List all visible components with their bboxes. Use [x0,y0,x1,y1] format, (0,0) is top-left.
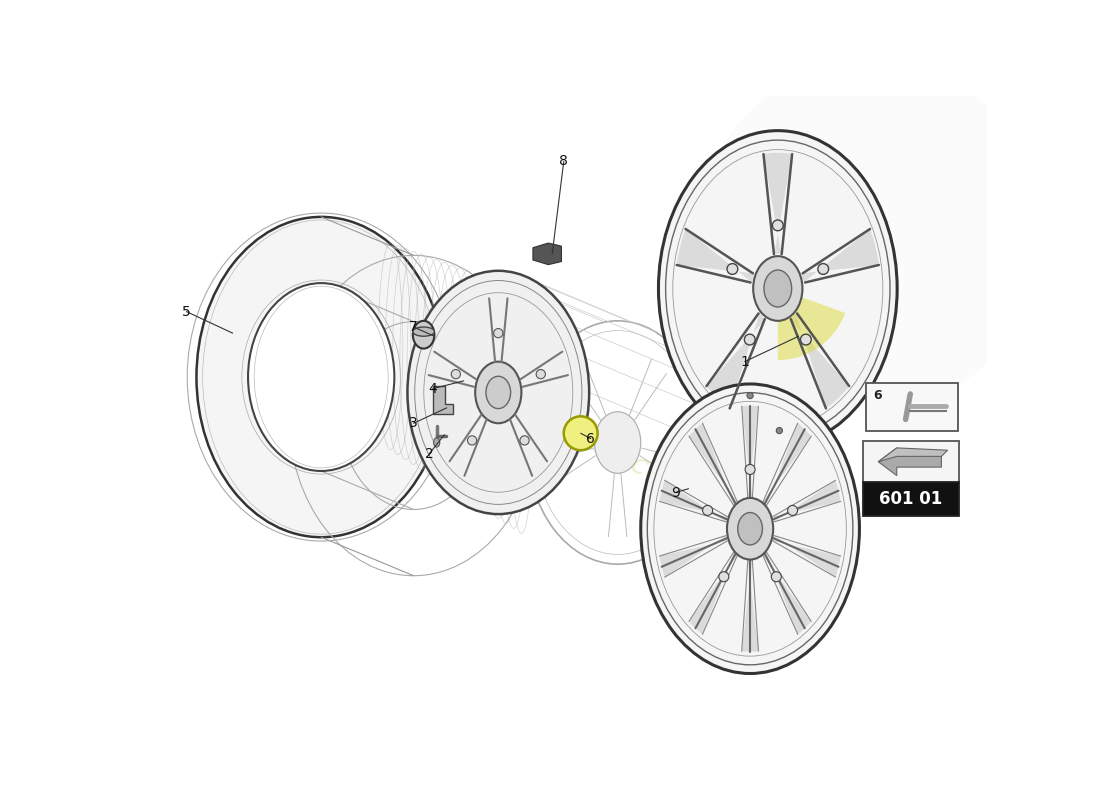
Ellipse shape [763,270,792,307]
Polygon shape [741,406,758,498]
Circle shape [703,506,713,515]
Ellipse shape [412,327,434,336]
Ellipse shape [197,217,446,538]
Ellipse shape [698,62,1045,408]
Text: 9: 9 [671,486,680,499]
Circle shape [771,572,781,582]
Ellipse shape [475,362,521,423]
Circle shape [520,436,529,445]
Ellipse shape [640,384,859,674]
Text: 3: 3 [409,416,418,430]
Text: 5: 5 [183,305,190,318]
Polygon shape [772,480,840,522]
Polygon shape [763,153,792,254]
Polygon shape [676,229,755,282]
Circle shape [468,436,476,445]
Text: a passion for parts since 1985: a passion for parts since 1985 [339,303,742,528]
Ellipse shape [754,256,802,321]
Polygon shape [689,423,737,506]
Circle shape [777,427,782,434]
Circle shape [451,370,461,378]
Text: 2: 2 [425,447,433,461]
Polygon shape [660,480,727,522]
Circle shape [727,263,738,274]
Text: 6: 6 [586,432,595,446]
Circle shape [536,370,546,378]
FancyBboxPatch shape [862,482,959,516]
Polygon shape [878,448,942,476]
Polygon shape [432,386,453,414]
Polygon shape [790,314,849,408]
Circle shape [494,329,503,338]
Polygon shape [534,243,561,265]
Polygon shape [762,552,812,634]
Polygon shape [878,448,947,462]
Text: 6: 6 [873,390,882,402]
Circle shape [772,220,783,230]
Text: 601 01: 601 01 [879,490,943,508]
Ellipse shape [595,412,641,474]
Text: 1: 1 [740,354,749,369]
Polygon shape [762,423,812,506]
Ellipse shape [433,438,440,447]
Circle shape [718,572,729,582]
Ellipse shape [412,321,434,349]
Circle shape [745,465,755,474]
Circle shape [817,263,828,274]
Polygon shape [741,559,758,652]
Polygon shape [689,552,737,634]
Ellipse shape [659,130,898,446]
Polygon shape [801,229,879,282]
Circle shape [745,334,755,345]
Ellipse shape [407,270,590,514]
Wedge shape [778,298,845,360]
Ellipse shape [727,498,773,559]
Ellipse shape [249,283,395,471]
FancyBboxPatch shape [862,441,959,483]
Polygon shape [706,314,766,408]
Circle shape [747,393,754,398]
Ellipse shape [738,513,762,545]
Ellipse shape [563,416,597,450]
Circle shape [801,334,812,345]
Text: 4: 4 [429,382,437,395]
Ellipse shape [486,376,510,409]
Text: 8: 8 [559,154,569,169]
Circle shape [788,506,798,515]
Text: 7: 7 [409,320,418,334]
Polygon shape [772,535,840,577]
FancyBboxPatch shape [866,383,958,431]
Polygon shape [660,535,727,577]
